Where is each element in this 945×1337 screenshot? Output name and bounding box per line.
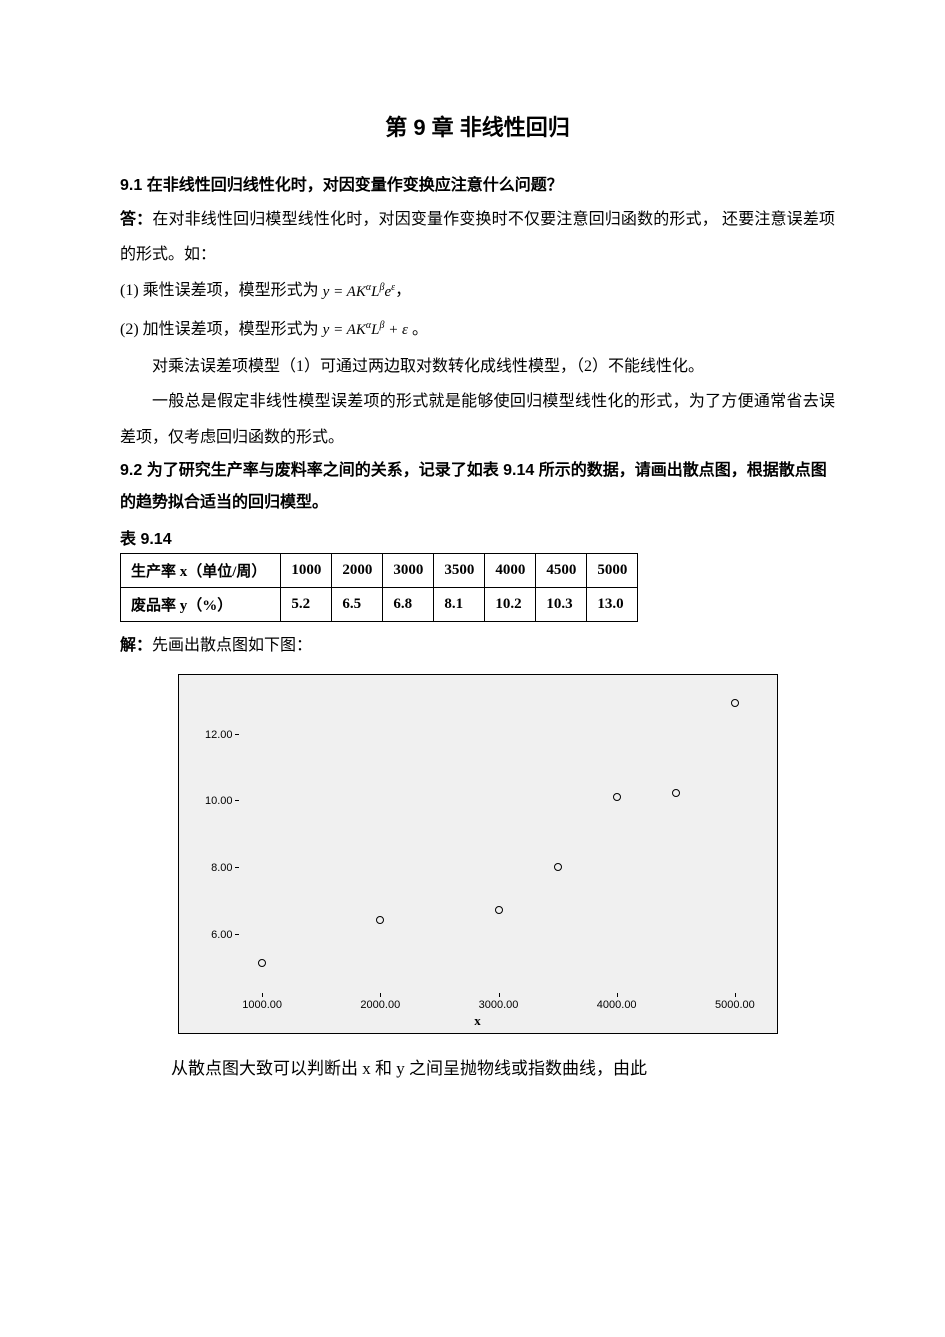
q91-p3: 对乘法误差项模型（1）可通过两边取对数转化成线性模型，（2）不能线性化。 xyxy=(120,349,835,384)
q91-item2-lead: (2) 加性误差项，模型形式为 xyxy=(120,321,319,338)
solution-text: 先画出散点图如下图： xyxy=(152,637,312,654)
x-tick-label: 1000.00 xyxy=(242,999,282,1011)
x-tick-label: 3000.00 xyxy=(479,999,519,1011)
y-tick-label: 8.00 xyxy=(179,862,233,874)
q91-answer-body: 在对非线性回归模型线性化时，对因变量作变换时不仅要注意回归函数的形式， 还要注意… xyxy=(120,211,835,263)
cell: 2000 xyxy=(332,553,383,587)
q92-heading: 9.2 为了研究生产率与废料率之间的关系，记录了如表 9.14 所示的数据，请画… xyxy=(120,455,835,519)
solution-line: 解：先画出散点图如下图： xyxy=(120,630,835,662)
cell: 6.8 xyxy=(383,587,434,621)
scatter-point xyxy=(495,906,503,914)
q91-item2-tail: 。 xyxy=(408,321,428,338)
cell: 4000 xyxy=(485,553,536,587)
y-tick-label: 12.00 xyxy=(179,729,233,741)
y-tick-mark xyxy=(235,734,239,735)
row-y-label: 废品率 y（%） xyxy=(121,587,281,621)
q91-item1-formula: y = AKαLβeε xyxy=(323,284,395,300)
x-tick-label: 5000.00 xyxy=(715,999,755,1011)
q91-item2-formula: y = AKαLβ + ε xyxy=(323,322,408,338)
q92-conclusion: 从散点图大致可以判断出 x 和 y 之间呈抛物线或指数曲线，由此 xyxy=(120,1052,835,1086)
y-tick-mark xyxy=(235,934,239,935)
scatter-point xyxy=(376,916,384,924)
table-row: 生产率 x（单位/周） 1000 2000 3000 3500 4000 450… xyxy=(121,553,638,587)
q91-item1-tail: ， xyxy=(395,282,411,299)
cell: 5000 xyxy=(587,553,638,587)
cell: 8.1 xyxy=(434,587,485,621)
x-tick-mark xyxy=(735,993,736,997)
q91-item1-lead: (1) 乘性误差项，模型形式为 xyxy=(120,282,319,299)
cell: 10.3 xyxy=(536,587,587,621)
x-tick-label: 2000.00 xyxy=(360,999,400,1011)
x-axis-label: x xyxy=(179,1013,777,1029)
scatter-chart-wrap: x 6.00 8.00 10.00 12.00 1000.00 2000.00 3000.0… xyxy=(178,674,778,1034)
cell: 3500 xyxy=(434,553,485,587)
y-tick-label: 10.00 xyxy=(179,795,233,807)
table-caption: 表 9.14 xyxy=(120,525,835,549)
cell: 3000 xyxy=(383,553,434,587)
scatter-point xyxy=(672,789,680,797)
cell: 5.2 xyxy=(281,587,332,621)
q91-item1: (1) 乘性误差项，模型形式为 y = AKαLβeε， xyxy=(120,272,835,310)
x-tick-mark xyxy=(617,993,618,997)
cell: 13.0 xyxy=(587,587,638,621)
scatter-point xyxy=(258,959,266,967)
x-tick-mark xyxy=(380,993,381,997)
x-tick-mark xyxy=(262,993,263,997)
scatter-point xyxy=(554,863,562,871)
y-tick-mark xyxy=(235,867,239,868)
scatter-chart: x 6.00 8.00 10.00 12.00 1000.00 2000.00 3000.0… xyxy=(178,674,778,1034)
cell: 1000 xyxy=(281,553,332,587)
y-tick-label: 6.00 xyxy=(179,929,233,941)
scatter-point xyxy=(731,699,739,707)
scatter-point xyxy=(613,793,621,801)
q91-p4: 一般总是假定非线性模型误差项的形式就是能够使回归模型线性化的形式，为了方便通常省… xyxy=(120,384,835,454)
cell: 6.5 xyxy=(332,587,383,621)
row-x-label: 生产率 x（单位/周） xyxy=(121,553,281,587)
q91-heading: 9.1 在非线性回归线性化时，对因变量作变换应注意什么问题？ xyxy=(120,170,835,202)
y-tick-mark xyxy=(235,800,239,801)
q91-item2: (2) 加性误差项，模型形式为 y = AKαLβ + ε 。 xyxy=(120,311,835,349)
cell: 4500 xyxy=(536,553,587,587)
answer-label: 答： xyxy=(120,211,152,228)
table-row: 废品率 y（%） 5.2 6.5 6.8 8.1 10.2 10.3 13.0 xyxy=(121,587,638,621)
solution-label: 解： xyxy=(120,637,152,654)
x-tick-label: 4000.00 xyxy=(597,999,637,1011)
x-tick-mark xyxy=(499,993,500,997)
plot-area xyxy=(239,687,759,987)
cell: 10.2 xyxy=(485,587,536,621)
q91-answer: 答：在对非线性回归模型线性化时，对因变量作变换时不仅要注意回归函数的形式， 还要… xyxy=(120,202,835,272)
chapter-title: 第 9 章 非线性回归 xyxy=(120,110,835,142)
data-table: 生产率 x（单位/周） 1000 2000 3000 3500 4000 450… xyxy=(120,553,638,622)
